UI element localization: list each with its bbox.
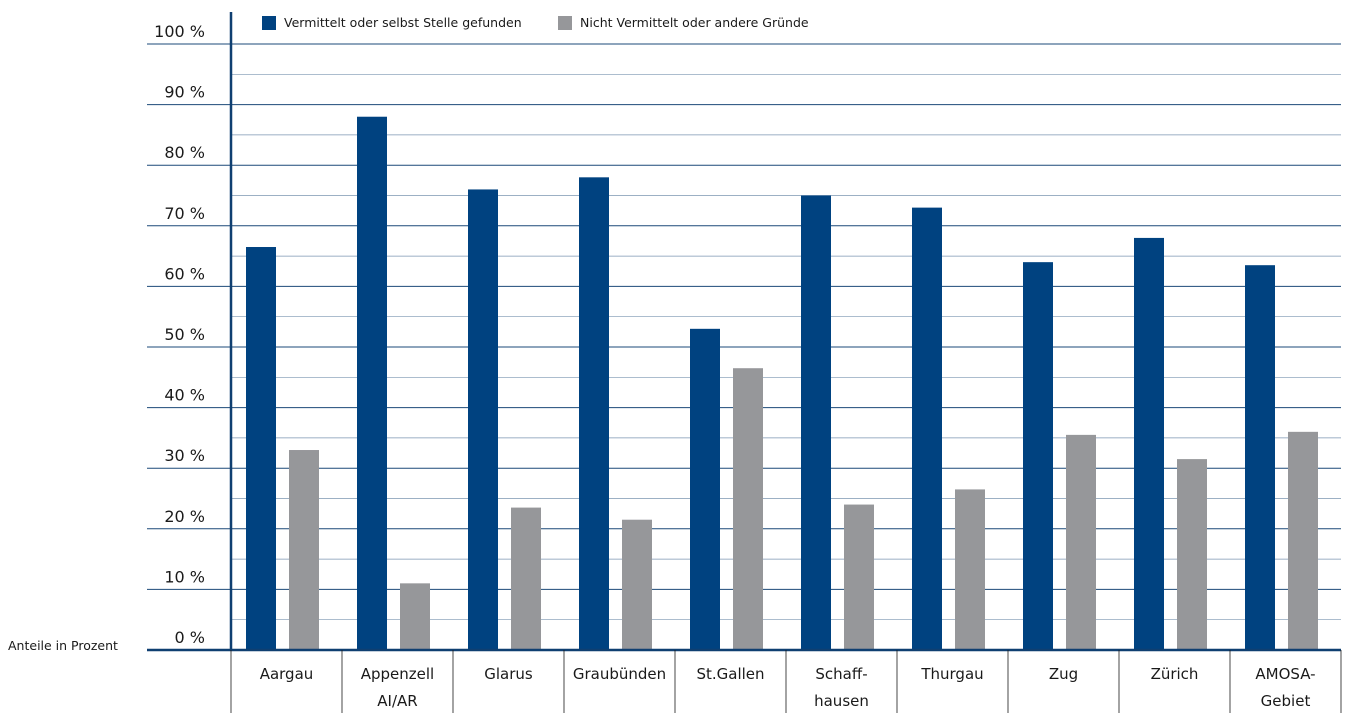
y-axis-ticks: 0 % 10 % 20 % 30 % 40 % 50 % 60 % 70 % 80 % 90 % 1… (154, 22, 205, 647)
bar-nicht-vermittelt-6 (955, 489, 985, 650)
bar-nicht-vermittelt-0 (289, 450, 319, 650)
category-label: Zug (1049, 665, 1078, 683)
category-label: Schaff- (815, 665, 867, 683)
x-axis-categories: Aargau Appenzell AI/AR Glarus Graubünden St.G… (230, 650, 1342, 713)
legend-swatch-nicht-vermittelt (558, 16, 572, 30)
y-tick-label: 30 % (164, 446, 205, 465)
y-tick-label: 10 % (164, 567, 205, 586)
bar-vermittelt-7 (1023, 262, 1053, 650)
legend-swatch-vermittelt (262, 16, 276, 30)
y-tick-label: 90 % (164, 83, 205, 102)
category-label: Thurgau (920, 665, 983, 683)
bar-vermittelt-3 (579, 177, 609, 650)
bar-vermittelt-8 (1134, 237, 1164, 651)
bar-vermittelt-9 (1245, 265, 1275, 650)
bar-nicht-vermittelt-8 (1177, 459, 1207, 650)
bar-vermittelt-1 (357, 116, 387, 651)
y-tick-label: 40 % (164, 386, 205, 405)
bar-nicht-vermittelt-7 (1066, 434, 1096, 650)
bar-nicht-vermittelt-1 (400, 583, 430, 650)
bar-nicht-vermittelt-4 (733, 368, 763, 650)
legend-label-vermittelt: Vermittelt oder selbst Stelle gefunden (284, 15, 522, 30)
y-axis-unit-label: Anteile in Prozent (8, 638, 118, 653)
bar-vermittelt-5 (801, 195, 831, 650)
category-label: AI/AR (377, 692, 417, 710)
bar-vermittelt-2 (468, 189, 498, 650)
y-tick-label: 70 % (164, 204, 205, 223)
category-label: Graubünden (573, 665, 666, 683)
y-tick-label: 80 % (164, 143, 205, 162)
bar-nicht-vermittelt-2 (511, 507, 541, 650)
legend: Vermittelt oder selbst Stelle gefunden N… (262, 15, 809, 30)
category-label: Appenzell (361, 665, 434, 683)
bars (246, 116, 1318, 651)
bar-vermittelt-4 (690, 328, 720, 650)
bar-vermittelt-0 (246, 247, 276, 650)
y-tick-label: 0 % (175, 628, 205, 647)
y-tick-label: 20 % (164, 507, 205, 526)
bar-nicht-vermittelt-3 (622, 519, 652, 650)
category-label: Glarus (484, 665, 533, 683)
y-tick-label: 60 % (164, 264, 205, 283)
category-label: Gebiet (1261, 692, 1311, 710)
bar-nicht-vermittelt-5 (844, 504, 874, 650)
category-label: hausen (814, 692, 869, 710)
axes (147, 12, 1341, 652)
category-label: St.Gallen (696, 665, 764, 683)
category-label: Aargau (260, 665, 314, 683)
category-label: Zürich (1151, 665, 1199, 683)
bar-nicht-vermittelt-9 (1288, 431, 1318, 650)
y-tick-label: 50 % (164, 325, 205, 344)
legend-label-nicht-vermittelt: Nicht Vermittelt oder andere Gründe (580, 15, 809, 30)
bar-vermittelt-6 (912, 207, 942, 650)
category-label: AMOSA- (1255, 665, 1315, 683)
y-tick-label: 100 % (154, 22, 205, 41)
